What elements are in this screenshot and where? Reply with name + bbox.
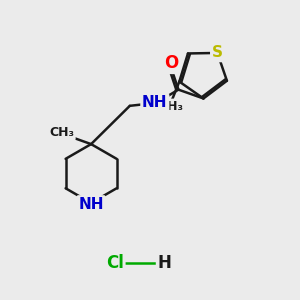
Text: NH: NH — [78, 197, 104, 212]
Text: S: S — [212, 45, 223, 60]
Text: Cl: Cl — [106, 254, 124, 272]
Text: O: O — [164, 54, 178, 72]
Text: CH₃: CH₃ — [49, 126, 74, 139]
Text: NH: NH — [142, 95, 168, 110]
Text: CH₃: CH₃ — [158, 100, 183, 113]
Text: H: H — [158, 254, 172, 272]
